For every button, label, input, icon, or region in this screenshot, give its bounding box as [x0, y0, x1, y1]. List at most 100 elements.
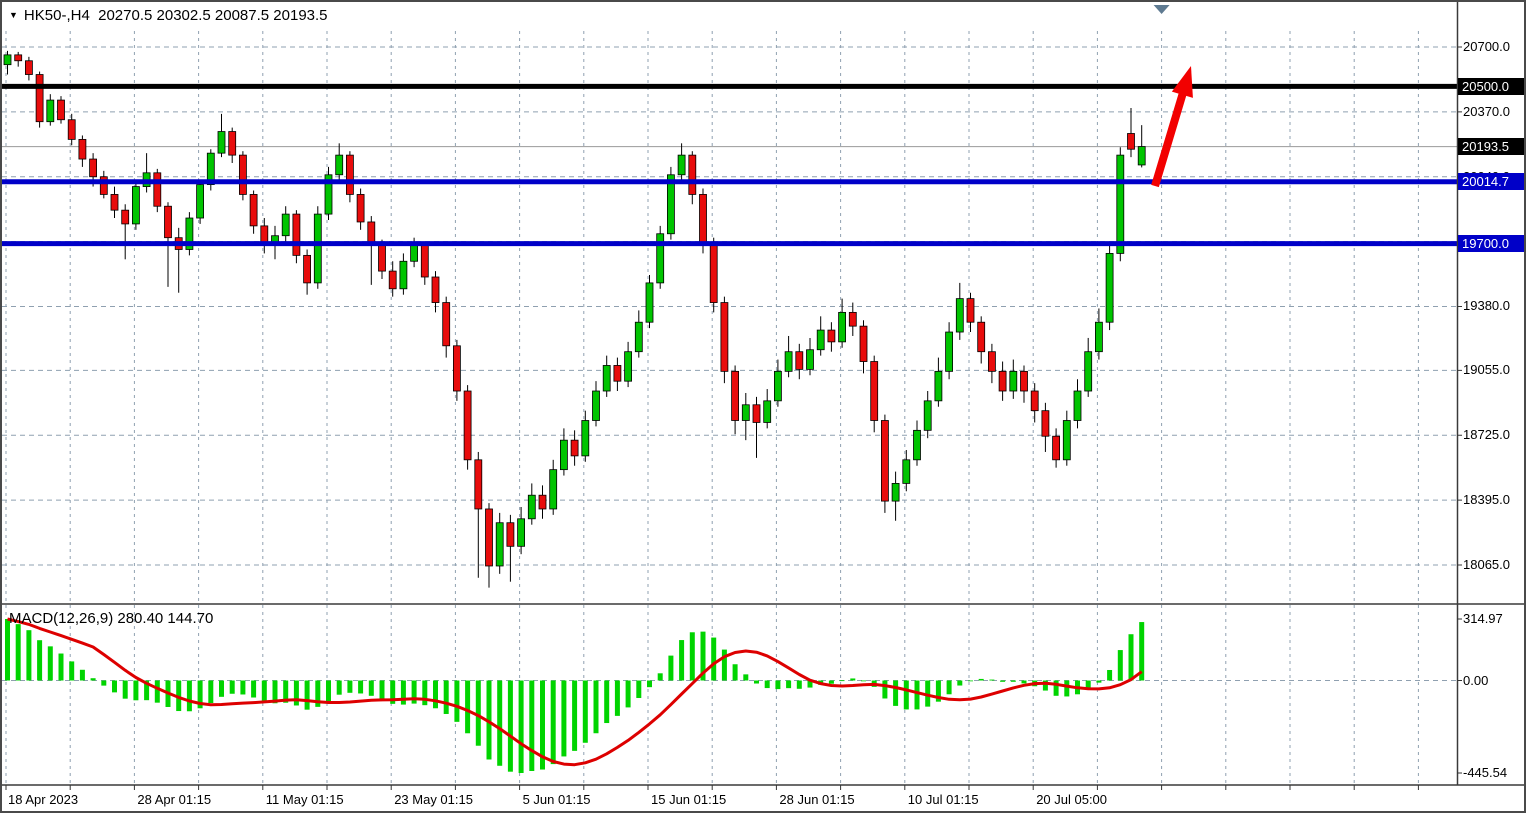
- macd-histogram-bar: [411, 680, 417, 704]
- macd-histogram: [5, 618, 1145, 773]
- candle-bear: [613, 365, 622, 382]
- candle-bear: [67, 119, 76, 140]
- price-badge-19700.0: 19700.0: [1458, 235, 1524, 253]
- chart-title: ▼ HK50-,H4 20270.5 20302.5 20087.5 20193.…: [9, 7, 328, 24]
- macd-histogram-bar: [989, 679, 995, 681]
- macd-histogram-bar: [358, 680, 364, 694]
- macd-histogram-bar: [978, 678, 984, 681]
- candle-bull: [923, 400, 932, 431]
- macd-histogram-bar: [422, 680, 428, 706]
- candle-bull: [902, 459, 911, 484]
- candle-bull: [549, 469, 558, 510]
- macd-histogram-bar: [925, 680, 931, 707]
- macd-histogram-bar: [315, 680, 321, 707]
- price-axis-tick: 18395.0: [1463, 492, 1510, 508]
- macd-histogram-bar: [828, 680, 834, 684]
- macd-histogram-bar: [679, 640, 685, 681]
- candle-bull: [1062, 420, 1071, 461]
- macd-histogram-bar: [1010, 680, 1016, 682]
- macd-histogram-bar: [529, 680, 535, 771]
- macd-histogram-bar: [647, 680, 652, 688]
- candle-bull: [1009, 370, 1018, 392]
- macd-histogram-bar: [914, 680, 920, 710]
- macd-histogram-bar: [775, 680, 781, 690]
- price-axis-tick: 20700.0: [1463, 39, 1510, 54]
- candle-bull: [399, 260, 408, 290]
- price-axis-tick: 19055.0: [1463, 362, 1510, 378]
- macd-histogram-bar: [208, 680, 214, 704]
- candle-bear: [998, 370, 1007, 392]
- macd-histogram-bar: [903, 680, 909, 710]
- macd-histogram-bar: [465, 680, 471, 734]
- macd-histogram-bar: [186, 680, 192, 712]
- macd-histogram-bar: [1107, 669, 1113, 681]
- candle-bull: [741, 404, 750, 421]
- macd-histogram-bar: [1096, 680, 1102, 683]
- macd-histogram-bar: [1000, 680, 1006, 682]
- macd-histogram-bar: [379, 680, 385, 700]
- candle-bear: [870, 361, 879, 421]
- macd-histogram-bar: [272, 680, 278, 704]
- ohlc-readout: 20270.5 20302.5 20087.5 20193.5: [98, 7, 328, 24]
- macd-histogram-bar: [133, 680, 139, 701]
- candle-bear: [431, 276, 440, 303]
- macd-histogram-bar: [893, 680, 899, 706]
- macd-histogram-bar: [593, 680, 599, 734]
- candle-bull: [1095, 321, 1103, 353]
- macd-histogram-bar: [754, 680, 759, 684]
- candle-bear: [345, 154, 354, 195]
- macd-histogram-bar: [443, 680, 449, 714]
- candle-bull: [185, 217, 194, 250]
- macd-histogram-bar: [786, 680, 792, 689]
- macd-histogram-bar: [368, 680, 374, 696]
- candle-bear: [731, 370, 739, 421]
- candle-bull: [335, 154, 344, 176]
- candle-bull: [934, 370, 943, 402]
- macd-histogram-bar: [90, 678, 96, 681]
- time-axis-label: 5 Jun 01:15: [522, 792, 591, 807]
- macd-histogram-bar: [497, 680, 503, 766]
- candle-bear: [1052, 435, 1060, 461]
- macd-histogram-bar: [69, 661, 75, 681]
- candle-bear: [35, 74, 44, 123]
- candle-bear: [153, 172, 162, 207]
- macd-histogram-bar: [1021, 680, 1027, 684]
- macd-axis-tick: 0.00: [1463, 672, 1489, 688]
- macd-axis-tick: -445.54: [1463, 764, 1508, 780]
- macd-histogram-bar: [101, 680, 107, 686]
- price-axis-tick: 20370.0: [1463, 103, 1510, 119]
- time-axis-label: 28 Apr 01:15: [137, 792, 212, 807]
- candle-bull: [816, 329, 825, 351]
- macd-histogram-bar: [711, 637, 717, 681]
- macd-indicator-label: MACD(12,26,9) 280.40 144.70: [9, 610, 214, 627]
- candle-bull: [3, 54, 12, 66]
- candle-bull: [1073, 390, 1082, 421]
- candle-bull: [1105, 253, 1114, 323]
- candle-bull: [196, 184, 205, 219]
- macd-histogram-bar: [454, 680, 460, 722]
- macd-histogram-bar: [240, 680, 246, 695]
- symbol-dropdown-icon[interactable]: ▼: [9, 10, 18, 20]
- trend-arrow[interactable]: [1151, 66, 1193, 188]
- macd-histogram-bar: [796, 680, 802, 689]
- candle-bull: [806, 349, 814, 370]
- candle-bull: [677, 154, 686, 176]
- candle-bull: [324, 174, 333, 215]
- candle-bear: [24, 60, 33, 75]
- candle-bear: [1030, 390, 1039, 412]
- time-axis-label: 23 May 01:15: [394, 792, 473, 807]
- candle-bull: [645, 282, 654, 323]
- macd-histogram-bar: [433, 680, 438, 709]
- candle-bear: [1020, 370, 1028, 392]
- macd-histogram-bar: [550, 680, 556, 765]
- candle-bull: [634, 321, 643, 353]
- time-axis-label: 20 Jul 05:00: [1036, 792, 1108, 807]
- macd-histogram-bar: [1128, 634, 1134, 681]
- candle-bull: [1137, 146, 1146, 166]
- candle-bear: [442, 302, 451, 347]
- time-marker-icon[interactable]: [1153, 5, 1170, 14]
- candle-bull: [131, 186, 140, 225]
- macd-histogram-bar: [219, 680, 224, 697]
- macd-histogram-bar: [614, 680, 620, 716]
